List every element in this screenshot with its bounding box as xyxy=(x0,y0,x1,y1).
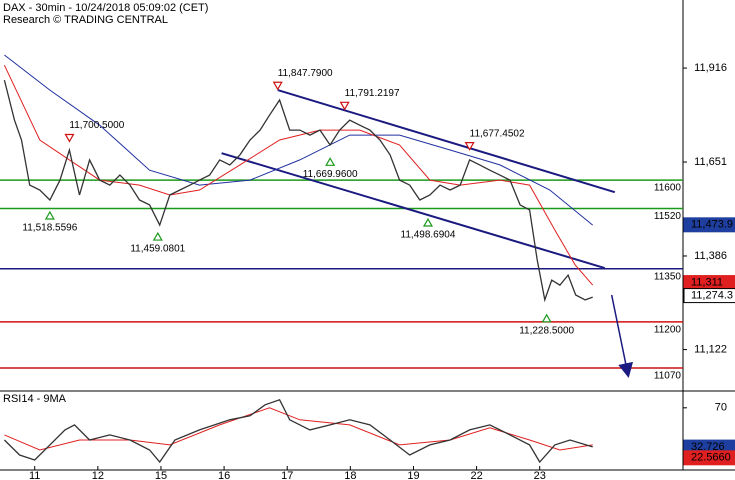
pivot-marker xyxy=(339,101,350,111)
pivot-label: 11,228.5000 xyxy=(519,325,574,336)
x-tick-label: 19 xyxy=(407,470,419,480)
pivot-label: 11,498.6904 xyxy=(401,230,456,241)
arrow xyxy=(610,294,634,379)
chart-title: DAX - 30min - 10/24/2018 05:09:02 (CET) xyxy=(3,2,208,14)
pivot-marker xyxy=(64,133,75,143)
x-tick-label: 16 xyxy=(218,470,230,480)
pivot-marker xyxy=(325,157,336,166)
price-tag xyxy=(683,288,735,304)
y-tick-label: 11,651 xyxy=(694,156,727,168)
x-tick-label: 23 xyxy=(534,470,546,480)
panel-title: RSI14 - 9MA xyxy=(3,393,67,405)
y-tick-label: 11,122 xyxy=(694,343,727,355)
pivot-marker xyxy=(541,313,552,323)
level-label: 11070 xyxy=(654,371,682,382)
price-tag xyxy=(683,450,735,466)
x-tick-label: 12 xyxy=(92,470,104,480)
y-tick-label: 11,386 xyxy=(694,250,727,262)
pivot-marker xyxy=(272,81,283,91)
x-tick-label: 11 xyxy=(29,470,40,480)
pivot-label: 11,847.7900 xyxy=(278,68,333,79)
pivot-label: 11,518.5596 xyxy=(22,223,77,234)
price-tag-label: 11,311 xyxy=(691,276,723,288)
price-tag-label: 22.5660 xyxy=(691,452,731,464)
x-tick-label: 17 xyxy=(281,470,293,480)
pivot-label: 11,669.9600 xyxy=(303,169,358,180)
series-line xyxy=(3,399,593,464)
series-line xyxy=(3,79,593,303)
pivot-label: 11,677.4502 xyxy=(470,128,525,139)
chart-subtitle: Research © TRADING CENTRAL xyxy=(3,14,168,26)
pivot-label: 11,700.5000 xyxy=(69,120,124,131)
channel-line xyxy=(221,152,606,269)
x-tick-label: 18 xyxy=(344,470,356,480)
y-tick-label: 70 xyxy=(715,402,727,414)
price-tag xyxy=(683,217,735,233)
price-tag-label: 11,473.9 xyxy=(691,219,733,231)
price-tag-label: 11,274.3 xyxy=(691,289,733,301)
pivot-label: 11,791.2197 xyxy=(345,88,400,99)
series-line xyxy=(4,54,594,226)
pivot-marker xyxy=(464,142,475,151)
level-label: 11200 xyxy=(654,325,682,336)
pivot-marker xyxy=(422,217,434,227)
level-label: 11350 xyxy=(654,271,682,282)
series-line xyxy=(4,407,593,451)
level-label: 11600 xyxy=(654,183,682,194)
level-label: 11520 xyxy=(654,211,682,222)
pivot-marker xyxy=(152,231,163,241)
y-tick-label: 11,916 xyxy=(694,62,727,74)
x-tick-label: 22 xyxy=(470,470,482,480)
channel-line xyxy=(277,89,616,194)
x-tick-label: 15 xyxy=(155,470,167,480)
pivot-label: 11,459.0801 xyxy=(130,244,185,255)
pivot-marker xyxy=(44,210,55,220)
price-tag-label: 32.726 xyxy=(691,441,725,453)
